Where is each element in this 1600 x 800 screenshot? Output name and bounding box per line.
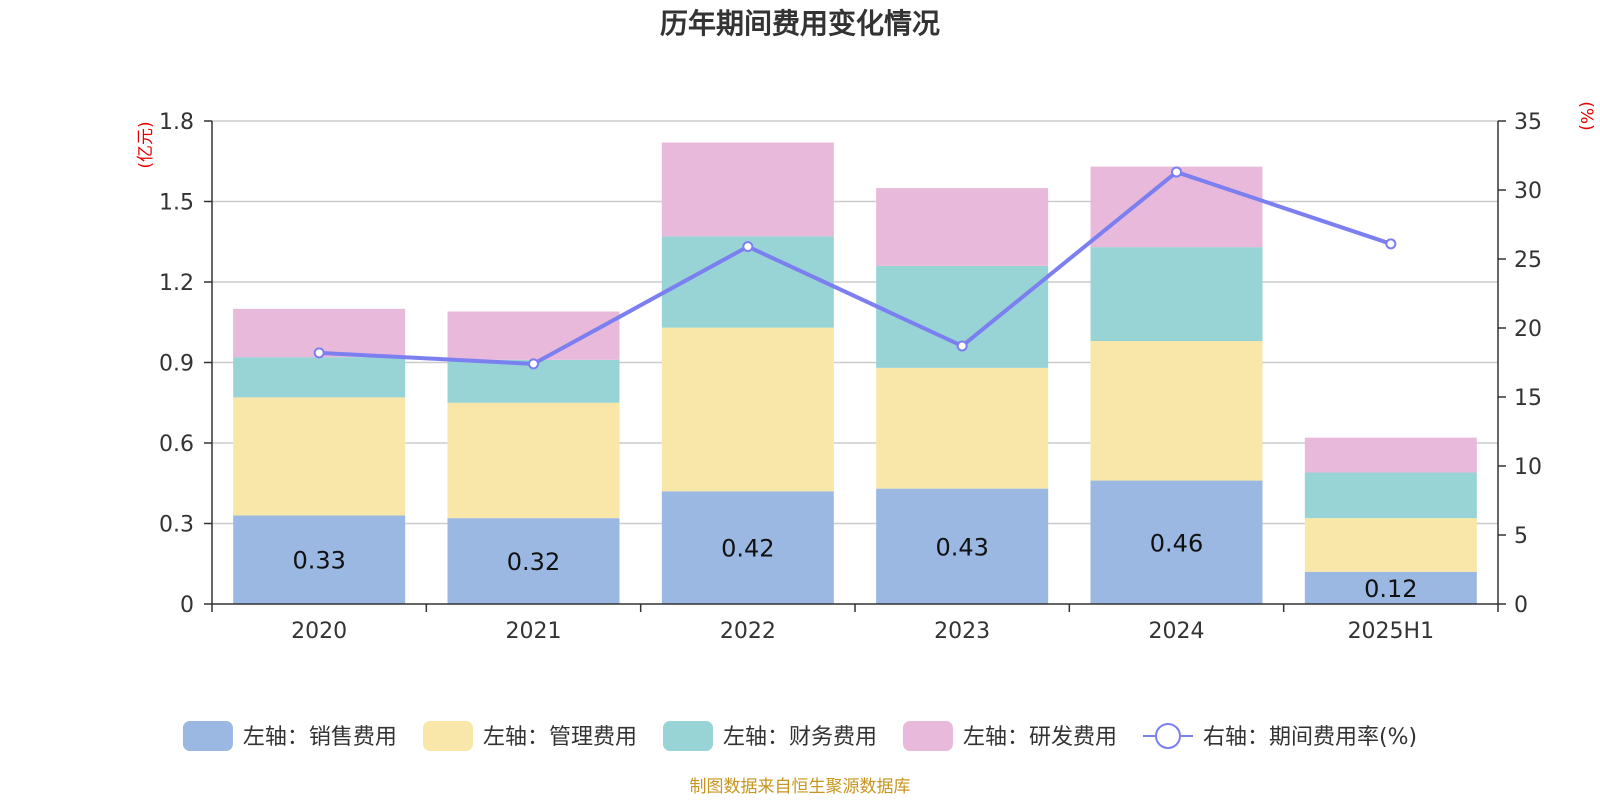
bar-segment-3-2020 bbox=[233, 357, 406, 398]
bar-segment-3-2024 bbox=[1090, 247, 1263, 342]
left-tick-label: 0.9 bbox=[159, 352, 194, 377]
bar-segment-2-2021 bbox=[447, 402, 620, 519]
legend-item[interactable]: 左轴：管理费用 bbox=[422, 721, 637, 751]
data-source-note: 制图数据来自恒生聚源数据库 bbox=[690, 777, 911, 797]
legend-item[interactable]: 左轴：销售费用 bbox=[182, 721, 397, 751]
expense-rate-point bbox=[1171, 166, 1182, 178]
left-tick-label: 1.8 bbox=[159, 110, 194, 135]
bar-segment-1-2021 bbox=[447, 518, 620, 604]
x-tick-label: 2025H1 bbox=[1348, 619, 1435, 644]
right-tick-label: 30 bbox=[1514, 179, 1542, 204]
bar-segment-4-2022 bbox=[661, 142, 834, 237]
expense-rate-line bbox=[319, 170, 1392, 366]
legend-marker bbox=[1154, 723, 1181, 749]
expense-rate-point bbox=[742, 241, 754, 253]
bar-segment-4-2023 bbox=[876, 188, 1049, 266]
bar-segment-3-2025H1 bbox=[1304, 472, 1477, 519]
legend-label: 左轴：管理费用 bbox=[483, 725, 637, 750]
expense-rate-point bbox=[313, 347, 325, 359]
right-tick-label: 20 bbox=[1514, 317, 1542, 342]
bar-data-label: 0.12 bbox=[1364, 575, 1417, 603]
bar-segment-1-2022 bbox=[661, 491, 834, 604]
bar-segment-1-2020 bbox=[233, 515, 406, 604]
legend-swatch bbox=[422, 721, 473, 751]
chart-title: 历年期间费用变化情况 bbox=[660, 7, 940, 40]
x-tick-label: 2022 bbox=[720, 619, 776, 644]
legend-label: 左轴：销售费用 bbox=[243, 725, 397, 750]
left-tick-label: 0.3 bbox=[159, 513, 194, 538]
bar-data-label: 0.42 bbox=[721, 535, 774, 563]
legend-swatch bbox=[902, 721, 953, 751]
legend-item[interactable]: 左轴：研发费用 bbox=[902, 721, 1117, 751]
left-tick-label: 0 bbox=[180, 593, 194, 618]
right-tick-label: 0 bbox=[1514, 593, 1528, 618]
bar-segment-2-2023 bbox=[876, 367, 1049, 489]
line-series bbox=[313, 166, 1397, 370]
legend-swatch bbox=[182, 721, 233, 751]
right-tick-label: 25 bbox=[1514, 248, 1542, 273]
left-tick-label: 0.6 bbox=[159, 432, 194, 457]
legend-item[interactable]: 左轴：财务费用 bbox=[662, 721, 877, 751]
bar-segment-2-2025H1 bbox=[1304, 518, 1477, 572]
axes: 0 0.3 0.6 0.9 1.2 1.5 1.8 0 5 10 15 20 25 30 35 2020 202… bbox=[159, 110, 1542, 644]
bar-segment-1-2025H1 bbox=[1304, 571, 1477, 604]
bar-segment-1-2024 bbox=[1090, 480, 1263, 604]
right-tick-label: 35 bbox=[1514, 110, 1542, 135]
legend-item[interactable]: 右轴：期间费用率(%) bbox=[1142, 723, 1417, 750]
bar-data-label: 0.46 bbox=[1150, 529, 1203, 557]
left-tick-label: 1.5 bbox=[159, 191, 194, 216]
right-tick-label: 15 bbox=[1514, 386, 1542, 411]
bar-segment-4-2025H1 bbox=[1304, 437, 1477, 473]
grid-lines bbox=[212, 120, 1498, 525]
legend-swatch bbox=[662, 721, 713, 751]
legend-label: 左轴：财务费用 bbox=[723, 725, 877, 750]
bar-segment-4-2021 bbox=[447, 311, 620, 360]
bar-segment-2-2024 bbox=[1090, 341, 1263, 481]
left-axis-unit: (亿元) bbox=[136, 121, 156, 168]
x-tick-label: 2021 bbox=[506, 619, 562, 644]
legend-label: 右轴：期间费用率(%) bbox=[1203, 725, 1417, 750]
bar-segment-2-2022 bbox=[661, 327, 834, 492]
bar-series: 0.33 0.32 0.42 0.43 0.46 0.12 bbox=[233, 142, 1477, 604]
bar-data-label: 0.43 bbox=[935, 533, 988, 561]
bar-data-label: 0.32 bbox=[507, 548, 560, 576]
right-axis-unit: (%) bbox=[1576, 101, 1596, 130]
bar-segment-4-2024 bbox=[1090, 166, 1263, 248]
right-tick-label: 10 bbox=[1514, 455, 1542, 480]
x-tick-label: 2023 bbox=[934, 619, 990, 644]
bar-segment-2-2020 bbox=[233, 397, 406, 516]
expense-rate-point bbox=[528, 358, 539, 370]
x-tick-label: 2020 bbox=[291, 619, 347, 644]
left-tick-label: 1.2 bbox=[159, 271, 194, 296]
legend-label: 左轴：研发费用 bbox=[963, 725, 1117, 750]
expense-rate-point bbox=[1385, 238, 1397, 250]
legend: 左轴：销售费用 左轴：管理费用 左轴：财务费用 左轴：研发费用 右轴：期间费用率(%) bbox=[182, 721, 1417, 751]
expense-rate-point bbox=[956, 340, 968, 352]
bar-data-label: 0.33 bbox=[292, 547, 345, 575]
right-tick-label: 5 bbox=[1514, 524, 1528, 549]
bar-segment-1-2023 bbox=[876, 488, 1049, 604]
x-tick-label: 2024 bbox=[1149, 619, 1205, 644]
